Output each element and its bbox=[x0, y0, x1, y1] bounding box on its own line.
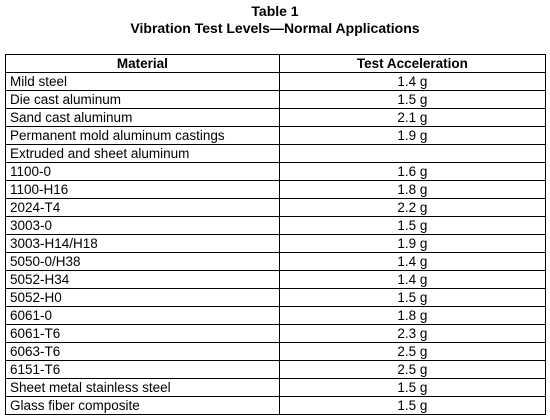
table-row: 6151-T6 2.5 g bbox=[5, 360, 547, 379]
acceleration-cell: 2.2 g bbox=[278, 198, 547, 217]
acceleration-cell: 1.9 g bbox=[278, 126, 547, 145]
acceleration-cell: 1.6 g bbox=[278, 162, 547, 181]
acceleration-cell bbox=[278, 144, 547, 163]
acceleration-cell: 1.4 g bbox=[278, 72, 547, 91]
table-row: Sheet metal stainless steel 1.5 g bbox=[5, 378, 547, 397]
material-cell: 5052-H0 bbox=[5, 288, 280, 307]
header-test-acceleration: Test Acceleration bbox=[278, 54, 547, 73]
table-row: 1100-0 1.6 g bbox=[5, 162, 547, 181]
acceleration-cell: 2.5 g bbox=[278, 342, 547, 361]
material-cell: 1100-0 bbox=[5, 162, 280, 181]
header-material: Material bbox=[5, 54, 280, 73]
vibration-test-table: Material Test Acceleration Mild steel 1.4… bbox=[5, 54, 547, 415]
table-row: Die cast aluminum 1.5 g bbox=[5, 90, 547, 109]
acceleration-cell: 1.5 g bbox=[278, 378, 547, 397]
table-row: Sand cast aluminum 2.1 g bbox=[5, 108, 547, 127]
table-caption: Table 1 Vibration Test Levels—Normal App… bbox=[0, 0, 550, 37]
acceleration-cell: 2.5 g bbox=[278, 360, 547, 379]
material-cell: 5052-H34 bbox=[5, 270, 280, 289]
table-row: 1100-H16 1.8 g bbox=[5, 180, 547, 199]
material-cell: 6061-T6 bbox=[5, 324, 280, 343]
table-row: 3003-0 1.5 g bbox=[5, 216, 547, 235]
material-cell: Mild steel bbox=[5, 72, 280, 91]
acceleration-cell: 1.8 g bbox=[278, 180, 547, 199]
table-row: 5050-0/H38 1.4 g bbox=[5, 252, 547, 271]
material-cell: 6063-T6 bbox=[5, 342, 280, 361]
table-row: Glass fiber composite 1.5 g bbox=[5, 396, 547, 415]
acceleration-cell: 1.5 g bbox=[278, 396, 547, 415]
table-number: Table 1 bbox=[251, 3, 299, 19]
table-row: 5052-H34 1.4 g bbox=[5, 270, 547, 289]
material-cell: Sheet metal stainless steel bbox=[5, 378, 280, 397]
material-cell: 2024-T4 bbox=[5, 198, 280, 217]
table-header-row: Material Test Acceleration bbox=[5, 54, 547, 73]
acceleration-cell: 1.5 g bbox=[278, 288, 547, 307]
material-cell: Extruded and sheet aluminum bbox=[5, 144, 280, 163]
table-row: Mild steel 1.4 g bbox=[5, 72, 547, 91]
acceleration-cell: 1.9 g bbox=[278, 234, 547, 253]
material-cell: 3003-0 bbox=[5, 216, 280, 235]
table-row: 6061-T6 2.3 g bbox=[5, 324, 547, 343]
table-row: Extruded and sheet aluminum bbox=[5, 144, 547, 163]
table-row: 6063-T6 2.5 g bbox=[5, 342, 547, 361]
material-cell: 6151-T6 bbox=[5, 360, 280, 379]
material-cell: 5050-0/H38 bbox=[5, 252, 280, 271]
acceleration-cell: 1.8 g bbox=[278, 306, 547, 325]
table-row: 2024-T4 2.2 g bbox=[5, 198, 547, 217]
material-cell: Permanent mold aluminum castings bbox=[5, 126, 280, 145]
table-row: Permanent mold aluminum castings 1.9 g bbox=[5, 126, 547, 145]
material-cell: 1100-H16 bbox=[5, 180, 280, 199]
table-title: Vibration Test Levels—Normal Application… bbox=[130, 20, 420, 36]
material-cell: Glass fiber composite bbox=[5, 396, 280, 415]
table-row: 6061-0 1.8 g bbox=[5, 306, 547, 325]
table-body: Mild steel 1.4 g Die cast aluminum 1.5 g San… bbox=[5, 72, 547, 415]
acceleration-cell: 1.5 g bbox=[278, 216, 547, 235]
table-row: 3003-H14/H18 1.9 g bbox=[5, 234, 547, 253]
material-cell: Sand cast aluminum bbox=[5, 108, 280, 127]
acceleration-cell: 2.1 g bbox=[278, 108, 547, 127]
acceleration-cell: 1.5 g bbox=[278, 90, 547, 109]
material-cell: 6061-0 bbox=[5, 306, 280, 325]
table-row: 5052-H0 1.5 g bbox=[5, 288, 547, 307]
material-cell: Die cast aluminum bbox=[5, 90, 280, 109]
acceleration-cell: 1.4 g bbox=[278, 270, 547, 289]
acceleration-cell: 1.4 g bbox=[278, 252, 547, 271]
acceleration-cell: 2.3 g bbox=[278, 324, 547, 343]
material-cell: 3003-H14/H18 bbox=[5, 234, 280, 253]
